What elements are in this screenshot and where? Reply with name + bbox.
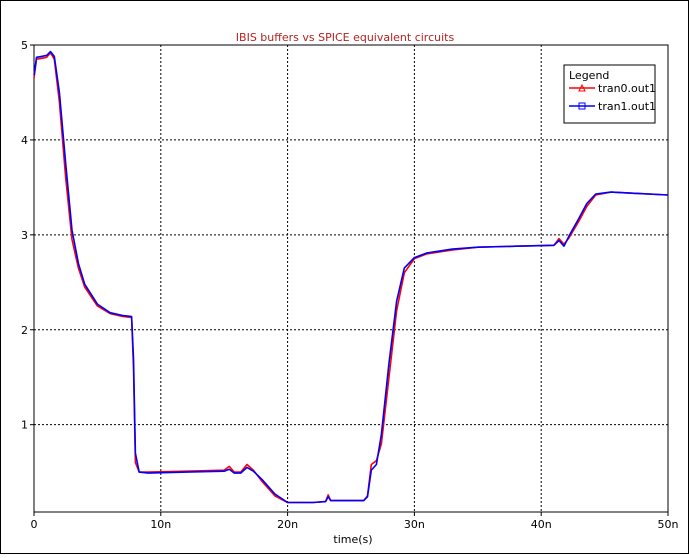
- legend-title: Legend: [569, 69, 609, 82]
- legend-marker-triangle: [578, 83, 586, 92]
- y-tick-label: 4: [21, 134, 28, 147]
- legend-box: [563, 64, 656, 124]
- x-tick-label: 20n: [277, 518, 298, 531]
- grid: [34, 45, 668, 512]
- y-tick-label: 1: [21, 419, 28, 432]
- series-line-tran1.out1: [33, 50, 669, 504]
- x-tick-label: 10n: [150, 518, 171, 531]
- legend-entries: tran0.out1 tran1.out1: [569, 82, 656, 113]
- series-lines: [33, 50, 669, 504]
- x-tick-label: 40n: [531, 518, 552, 531]
- legend-marker-square: [578, 102, 586, 110]
- x-tick-label: 0: [31, 518, 38, 531]
- x-tick-label: 30n: [404, 518, 425, 531]
- axis-ticks: 0 10n 20n 30n 40n 50n 1 2 3 4 5: [21, 39, 679, 531]
- legend-entry-label: tran1.out1: [598, 100, 656, 113]
- plot-area-border: [33, 44, 669, 513]
- chart-title: IBIS buffers vs SPICE equivalent circuit…: [236, 31, 455, 44]
- x-axis-label: time(s): [333, 533, 372, 546]
- legend[interactable]: Legend tran0.out1 tran1.out1: [563, 64, 656, 124]
- x-tick-label: 50n: [658, 518, 679, 531]
- y-tick-label: 5: [21, 39, 28, 52]
- y-tick-label: 3: [21, 229, 28, 242]
- legend-entry-label: tran0.out1: [598, 82, 656, 95]
- y-tick-label: 2: [21, 324, 28, 337]
